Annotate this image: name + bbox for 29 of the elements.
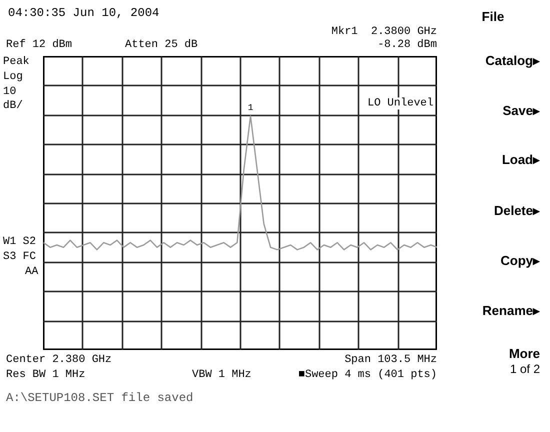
text: Res BW 1 MHz bbox=[6, 369, 86, 382]
text: File bbox=[480, 9, 506, 24]
text: W1 S2 bbox=[3, 236, 36, 249]
text: 10 bbox=[3, 86, 16, 99]
text: 1 bbox=[248, 103, 254, 114]
text: 1 of 2 bbox=[510, 362, 540, 376]
text: Save▸ bbox=[502, 103, 540, 118]
text: VBW 1 MHz bbox=[192, 369, 252, 382]
text: ■Sweep 4 ms (401 pts) bbox=[298, 369, 437, 382]
text: Peak bbox=[3, 56, 30, 69]
text: Delete▸ bbox=[494, 203, 540, 218]
text: Copy▸ bbox=[500, 253, 540, 268]
text: dB/ bbox=[3, 100, 23, 113]
text: Span 103.5 MHz bbox=[344, 354, 437, 367]
text: Catalog▸ bbox=[485, 53, 540, 68]
text: 04:30:35 Jun 10, 2004 bbox=[8, 6, 160, 20]
text: Ref 12 dBm bbox=[6, 39, 72, 52]
text: -8.28 dBm bbox=[378, 39, 437, 52]
text: LO Unlevel bbox=[367, 98, 434, 110]
text: Log bbox=[3, 71, 23, 84]
text: Rename▸ bbox=[482, 303, 540, 318]
text: Center 2.380 GHz bbox=[6, 354, 112, 367]
text: Load▸ bbox=[502, 152, 540, 167]
text: Mkr1 2.3800 GHz bbox=[331, 26, 437, 39]
text: A:\SETUP108.SET file saved bbox=[6, 391, 194, 405]
text: S3 FC bbox=[3, 251, 36, 264]
text: More bbox=[508, 346, 540, 361]
text: Atten 25 dB bbox=[125, 39, 198, 52]
text: AA bbox=[25, 266, 38, 279]
